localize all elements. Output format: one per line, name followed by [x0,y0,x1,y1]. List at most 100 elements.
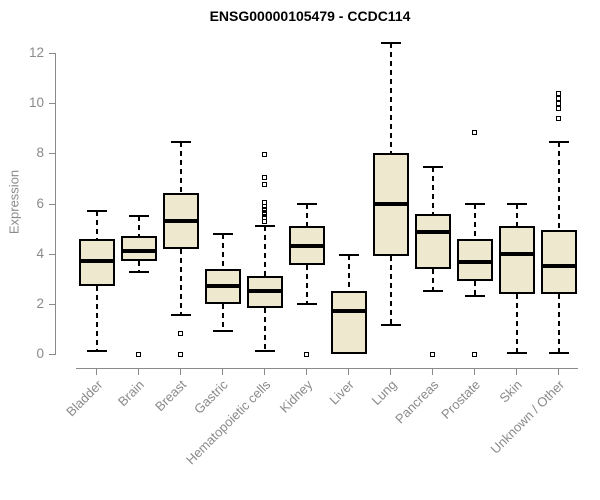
x-tick [180,369,181,375]
outlier-point [178,331,183,337]
whisker-cap-lower [296,302,317,305]
whisker-upper [221,233,224,269]
chart-title: ENSG00000105479 - CCDC114 [209,8,411,24]
outlier-point [262,174,267,180]
whisker-upper [95,211,98,239]
x-tick [474,369,475,375]
whisker-cap-upper [170,141,191,144]
outlier-point [556,100,561,106]
outlier-point [178,351,183,357]
y-tick-label: 12 [28,45,44,60]
whisker-cap-upper [86,210,107,213]
x-tick [222,369,223,375]
x-tick [390,369,391,375]
whisker-cap-upper [506,202,527,205]
whisker-upper [515,203,518,227]
median-line [248,289,281,294]
whisker-cap-lower [464,295,485,298]
whisker-upper [347,254,350,292]
median-line [374,201,407,206]
median-line [122,249,155,254]
y-tick-label: 8 [36,145,44,161]
box-skin [498,226,535,294]
y-tick-label: 4 [36,245,44,261]
y-tick-label: 0 [36,346,44,361]
outlier-point [136,351,141,357]
x-tick [264,369,265,375]
y-tick-label: 2 [36,295,44,311]
outlier-point [556,90,561,96]
median-line [458,260,491,265]
y-tick [49,53,55,54]
median-line [164,219,197,224]
x-tick-label: Bladder [62,377,106,420]
whisker-upper [473,203,476,239]
median-line [542,264,575,269]
whisker-upper [305,203,308,227]
outlier-point [556,115,561,121]
whisker-lower [473,281,476,297]
y-tick [49,253,55,255]
whisker-lower [515,293,518,353]
whisker-cap-lower [212,330,233,333]
outlier-point [472,129,477,135]
whisker-lower [305,264,308,304]
x-tick [558,369,559,375]
outlier-point [262,152,267,158]
y-tick [49,203,55,205]
y-tick [49,153,55,155]
outlier-point [556,95,561,101]
box-liver [330,291,367,354]
whisker-cap-upper [380,41,401,44]
outlier-point [262,209,267,215]
whisker-cap-lower [254,350,275,353]
whisker-cap-lower [86,350,107,353]
x-tick-label: Liver [326,377,358,408]
y-tick [49,103,55,105]
outlier-point [262,182,267,188]
median-line [332,309,365,314]
x-tick-label: Prostate [438,377,484,422]
box-brain [120,236,157,262]
median-line [500,251,533,256]
x-tick [516,369,517,375]
whisker-lower [263,307,266,352]
x-tick-label: Unknown / Other [487,377,568,457]
x-axis-line [76,368,578,369]
x-tick [138,369,139,375]
whisker-lower [557,293,560,353]
whisker-upper [263,226,266,277]
x-tick-label: Skin [496,377,526,406]
box-prostate [456,238,493,282]
median-line [206,284,239,289]
x-tick [306,369,307,375]
y-tick-label: 6 [36,195,44,211]
whisker-lower [221,303,224,332]
whisker-lower [431,268,434,292]
y-tick-label: 10 [28,95,44,111]
whisker-cap-lower [548,351,569,354]
whisker-upper [431,167,434,214]
box-pancreas [414,213,451,269]
whisker-cap-upper [338,253,359,256]
outlier-point [430,351,435,357]
whisker-cap-lower [506,351,527,354]
median-line [416,230,449,235]
outlier-point [556,105,561,111]
box-unknown-other [540,229,577,294]
whisker-cap-upper [128,215,149,218]
whisker-cap-upper [548,141,569,144]
x-tick-label: Lung [368,377,400,409]
median-line [290,244,323,249]
x-tick-label: Kidney [276,377,316,416]
median-line [80,259,113,264]
whisker-lower [389,256,392,326]
x-tick [348,369,349,375]
x-tick-label: Breast [151,377,190,415]
y-tick [49,354,55,355]
whisker-lower [137,261,140,273]
outlier-point [262,214,267,220]
whisker-cap-lower [380,324,401,327]
x-tick-label: Gastric [191,377,232,417]
